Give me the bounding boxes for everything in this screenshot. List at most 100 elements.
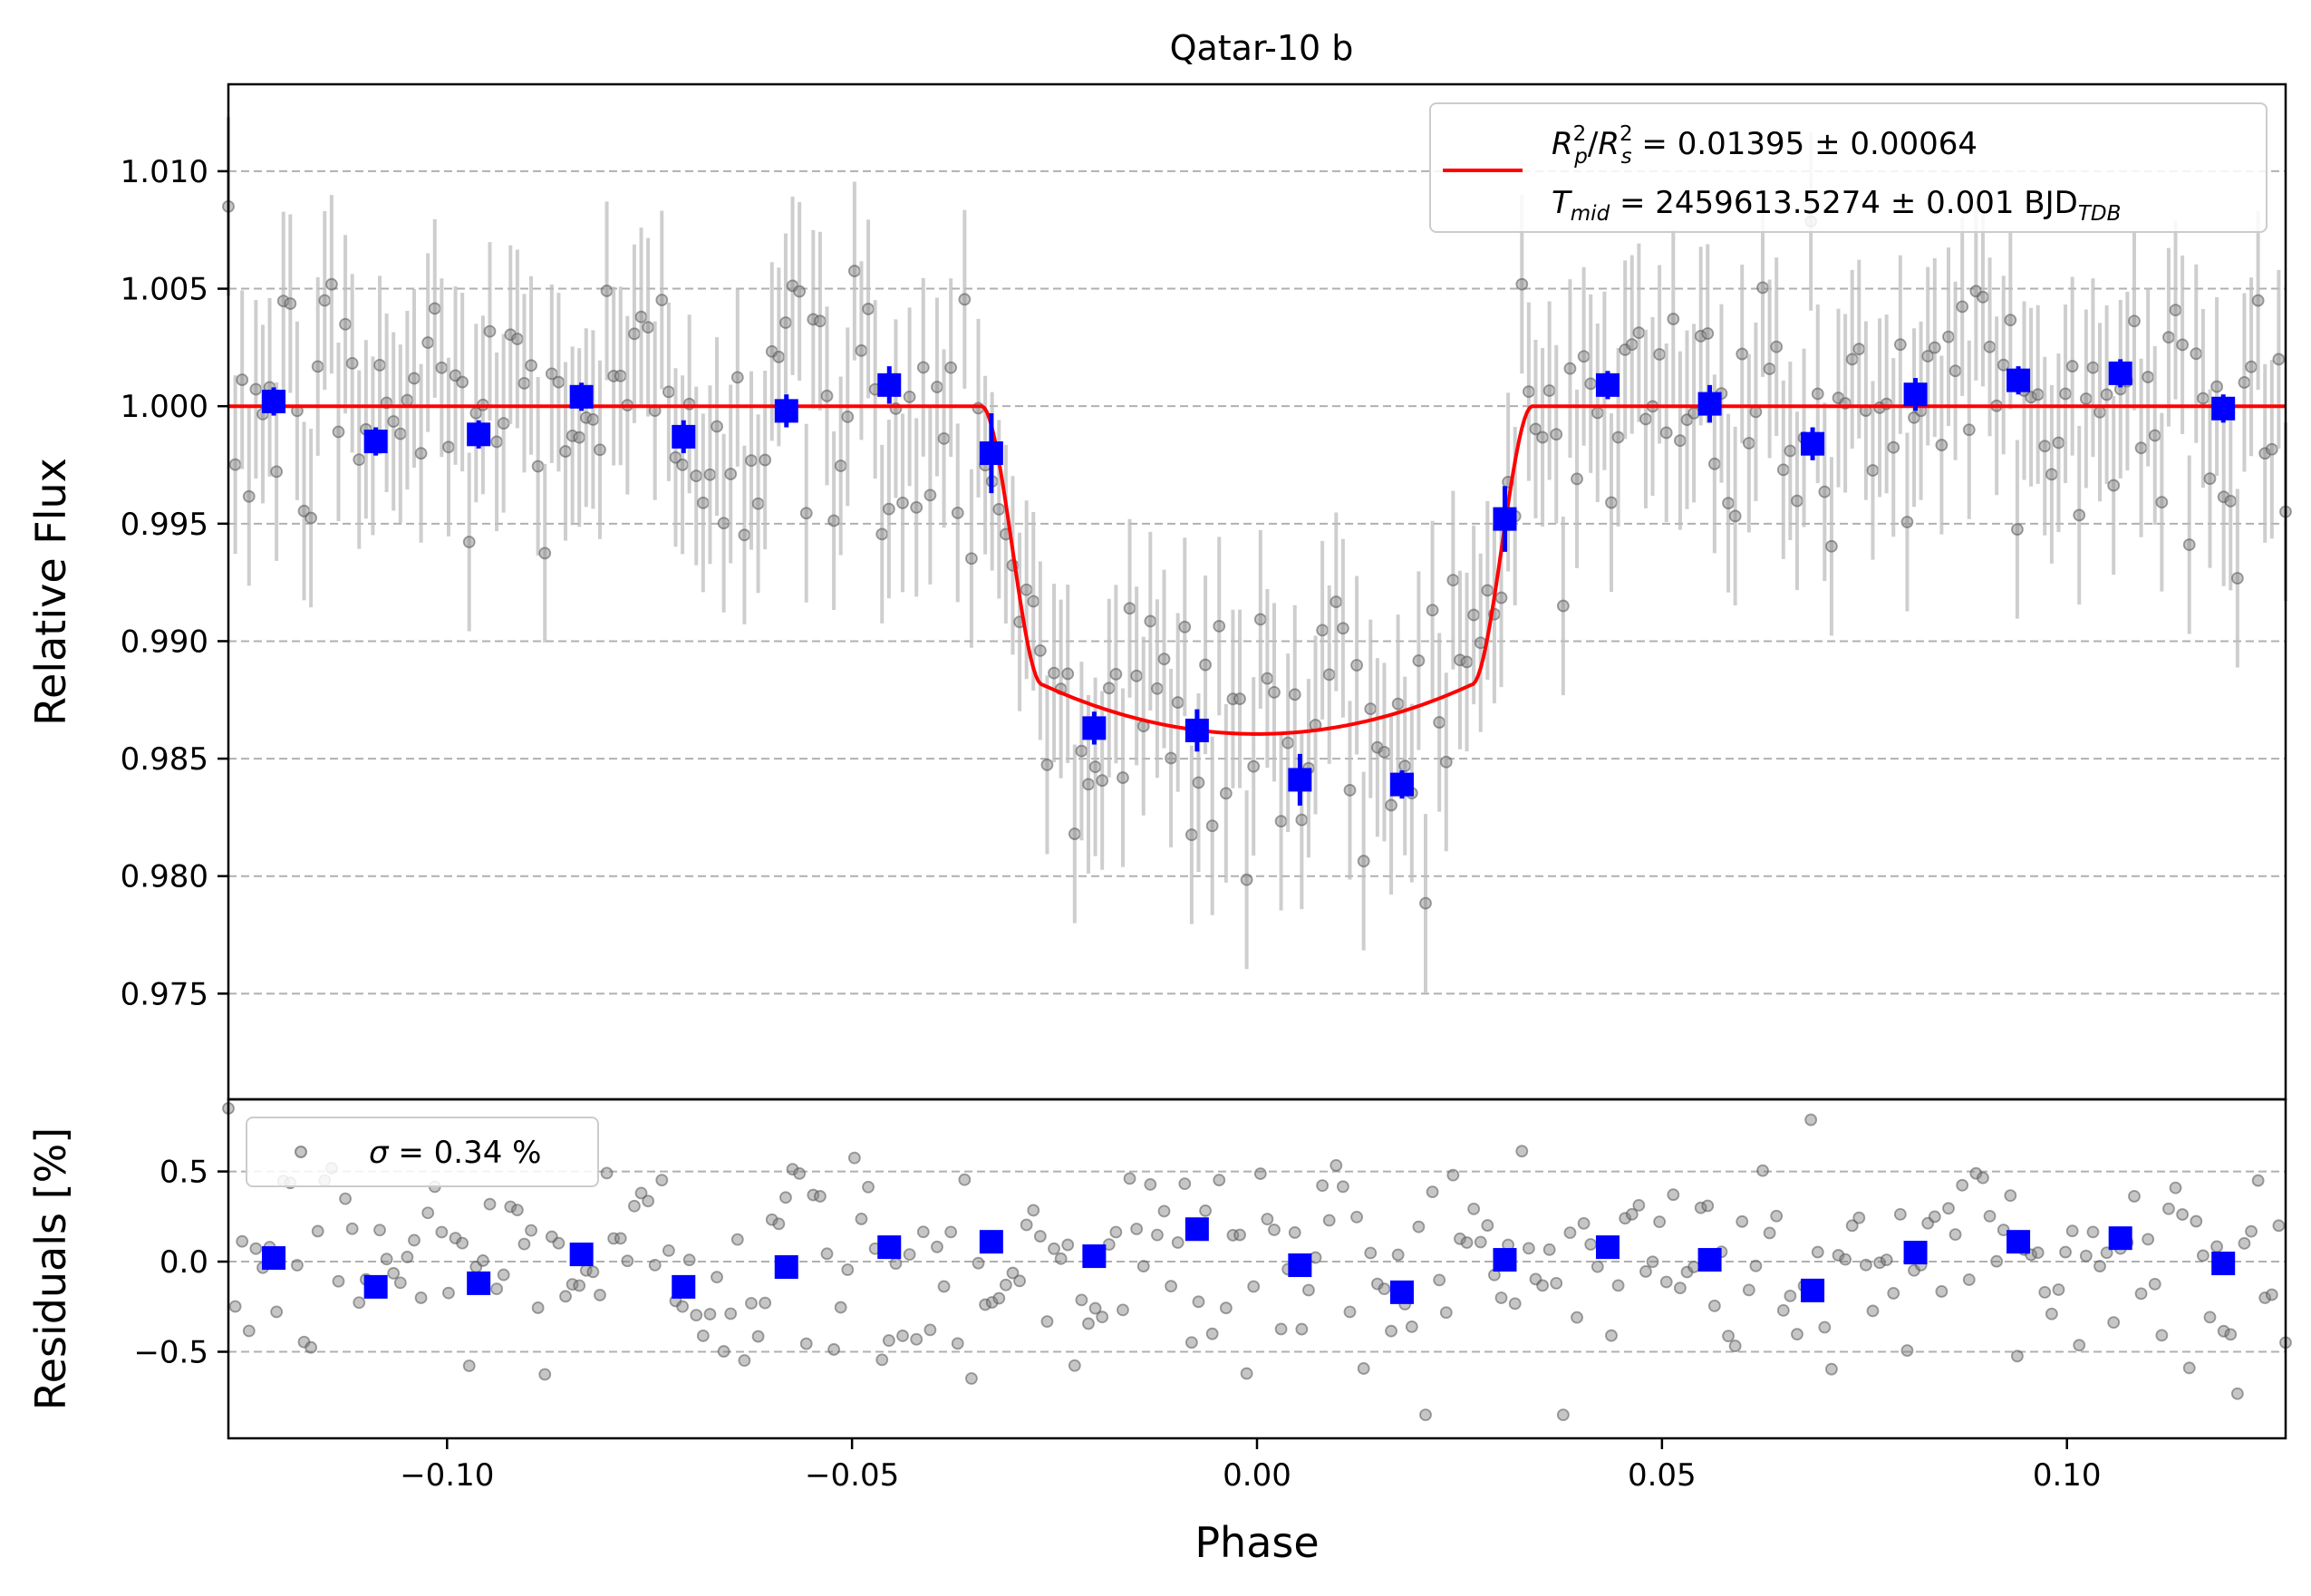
residual-raw-point xyxy=(1542,1243,1556,1256)
x-ticks: −0.10 −0.05 0.00 0.05 0.10 xyxy=(400,1438,2102,1494)
raw-data-point xyxy=(2230,572,2244,585)
raw-data-point xyxy=(1825,539,1838,553)
raw-data-point xyxy=(910,500,923,514)
raw-data-point xyxy=(1591,406,1604,420)
residual-raw-point xyxy=(490,1282,503,1296)
residual-raw-point xyxy=(916,1225,930,1239)
residual-raw-point xyxy=(1832,1249,1845,1262)
raw-data-point xyxy=(730,371,744,384)
residual-raw-point xyxy=(1935,1285,1948,1298)
raw-data-point xyxy=(1233,692,1246,705)
raw-data-point xyxy=(1956,300,1969,314)
residual-binned-point xyxy=(1082,1244,1107,1269)
raw-data-point xyxy=(1165,751,1178,765)
raw-data-point xyxy=(305,511,318,525)
x-tick-label: 0.05 xyxy=(1628,1457,1697,1494)
residual-binned-point xyxy=(2108,1226,2132,1251)
raw-data-point xyxy=(1948,364,1962,378)
raw-data-point xyxy=(916,361,930,374)
residual-raw-point xyxy=(2148,1277,2161,1291)
residual-raw-point xyxy=(1136,1260,1150,1272)
residual-raw-point xyxy=(1213,1174,1226,1186)
residual-raw-point xyxy=(1687,1261,1700,1273)
residual-binned-point xyxy=(877,1235,902,1260)
raw-data-point xyxy=(1385,798,1397,812)
raw-data-point xyxy=(2196,392,2209,405)
residual-raw-point xyxy=(353,1296,366,1310)
raw-data-point xyxy=(462,536,476,548)
raw-data-point xyxy=(896,496,909,509)
raw-data-point xyxy=(1185,828,1198,841)
legend-t-sub: mid xyxy=(1571,202,1610,226)
residual-raw-point xyxy=(435,1225,449,1239)
raw-data-point xyxy=(1330,595,1343,608)
residual-raw-point xyxy=(1157,1204,1171,1218)
residual-raw-point xyxy=(1536,1279,1549,1292)
residual-raw-point xyxy=(1295,1322,1309,1336)
raw-data-point xyxy=(1151,682,1164,695)
residual-binned-point xyxy=(1185,1217,1209,1242)
residual-raw-point xyxy=(1027,1204,1040,1217)
main-y-tick-label: 0.985 xyxy=(121,741,208,778)
residual-raw-point xyxy=(594,1289,606,1301)
residual-raw-point xyxy=(1962,1273,1976,1286)
residual-raw-point xyxy=(628,1199,641,1213)
residual-raw-point xyxy=(882,1334,895,1347)
raw-data-point xyxy=(1556,599,1570,613)
residual-raw-point xyxy=(621,1254,634,1268)
raw-data-point xyxy=(1061,667,1075,681)
legend-tmid-value: = 2459613.5274 ± 0.001 BJD xyxy=(1610,185,2078,221)
main-grid xyxy=(228,169,2286,995)
residual-raw-point xyxy=(236,1234,249,1248)
raw-data-point xyxy=(1096,774,1109,788)
raw-data-point xyxy=(525,359,537,372)
raw-data-point xyxy=(2059,387,2072,401)
residual-raw-point xyxy=(1130,1223,1144,1235)
residual-raw-point xyxy=(1659,1275,1673,1289)
raw-data-point xyxy=(1316,624,1330,637)
residual-raw-point xyxy=(1776,1303,1790,1317)
residual-raw-point xyxy=(2059,1245,2072,1259)
residual-raw-point xyxy=(765,1213,778,1226)
raw-data-point xyxy=(779,316,792,329)
raw-data-point xyxy=(862,303,875,315)
residual-raw-point xyxy=(834,1301,847,1314)
residual-raw-point xyxy=(847,1151,861,1165)
residual-raw-point xyxy=(2086,1225,2100,1239)
raw-data-point xyxy=(1659,426,1673,440)
main-legend: R2 p/R2 s = 0.01395 ± 0.00064 Tmid = 24596… xyxy=(1429,102,2267,233)
residual-y-ticks: −0.5 0.0 0.5 xyxy=(133,1155,228,1371)
raw-data-point xyxy=(1494,591,1508,605)
raw-data-point xyxy=(1983,340,1997,353)
raw-data-point xyxy=(992,503,1006,516)
raw-data-point xyxy=(1364,702,1378,716)
residual-raw-point xyxy=(1192,1295,1205,1309)
residual-raw-point xyxy=(517,1237,531,1251)
residual-raw-point xyxy=(896,1330,909,1342)
raw-data-point xyxy=(1398,759,1412,773)
residual-raw-point xyxy=(2190,1214,2203,1228)
residual-binned-points xyxy=(262,1217,2236,1304)
chart-title: Qatar-10 b xyxy=(1170,28,1354,68)
raw-data-point xyxy=(834,459,847,472)
residual-raw-point xyxy=(477,1254,489,1267)
residual-raw-point xyxy=(979,1298,992,1311)
raw-data-point xyxy=(594,443,606,457)
raw-data-point xyxy=(1378,745,1391,759)
raw-data-point xyxy=(882,502,895,516)
raw-data-point xyxy=(1935,439,1948,451)
residual-binned-point xyxy=(672,1274,696,1299)
raw-data-point xyxy=(711,420,723,433)
raw-data-point xyxy=(1391,697,1405,711)
raw-data-point xyxy=(573,430,586,444)
residual-raw-point xyxy=(1178,1177,1192,1191)
raw-data-point xyxy=(1322,668,1336,682)
residual-raw-point xyxy=(1061,1238,1075,1252)
residual-raw-point xyxy=(1460,1236,1474,1249)
raw-data-point xyxy=(2142,371,2155,383)
residual-raw-point xyxy=(676,1300,689,1313)
raw-data-point xyxy=(1632,326,1646,340)
x-tick-label: 0.00 xyxy=(1223,1457,1291,1494)
residual-raw-point xyxy=(1075,1293,1088,1307)
raw-data-point xyxy=(814,314,827,328)
